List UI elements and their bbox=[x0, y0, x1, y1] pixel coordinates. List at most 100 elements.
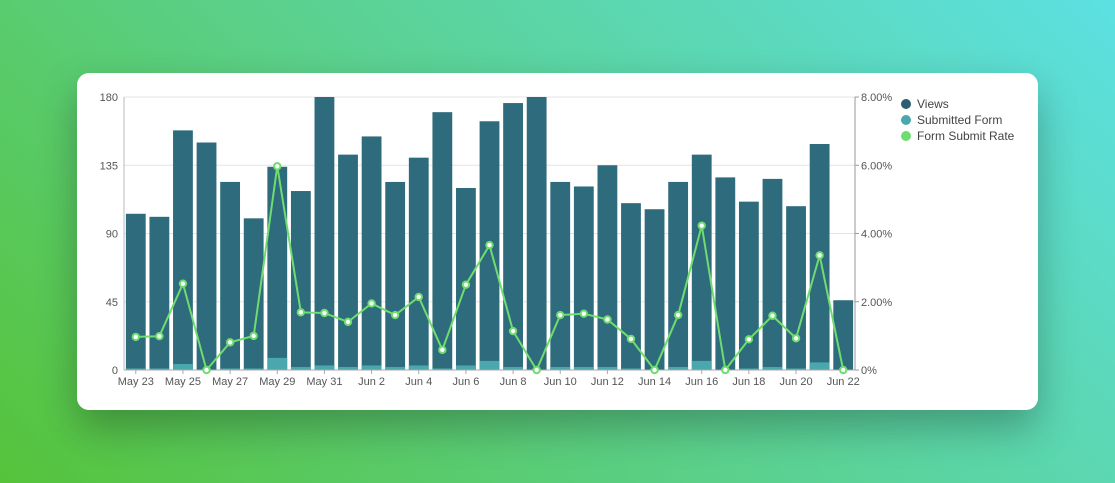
point-form-submit-rate bbox=[178, 279, 188, 288]
y-right-tick-label: 6.00% bbox=[861, 160, 892, 172]
point-form-submit-rate bbox=[202, 365, 211, 375]
bar-submitted-form bbox=[220, 368, 241, 370]
bar-views bbox=[314, 97, 335, 370]
x-tick-label: Jun 12 bbox=[591, 376, 624, 388]
bar-submitted-form bbox=[290, 366, 311, 370]
bar-submitted-form bbox=[503, 366, 523, 370]
bar-submitted-form bbox=[432, 368, 453, 370]
x-tick-label: Jun 20 bbox=[780, 376, 813, 388]
y-left-tick-label: 0 bbox=[112, 365, 118, 377]
bar-submitted-form bbox=[668, 366, 689, 370]
point-form-submit-rate bbox=[603, 315, 612, 324]
y-left-tick-label: 135 bbox=[100, 160, 118, 172]
x-tick-label: May 27 bbox=[212, 376, 248, 388]
x-tick-label: May 29 bbox=[259, 376, 295, 388]
point-form-submit-rate bbox=[273, 162, 282, 171]
point-form-submit-rate bbox=[414, 292, 423, 302]
x-tick-label: May 31 bbox=[306, 376, 342, 388]
bar-views bbox=[550, 181, 571, 370]
point-form-submit-rate bbox=[744, 335, 754, 344]
bar-views bbox=[786, 206, 806, 370]
legend: Views Submitted Form Form Submit Rate bbox=[901, 96, 1014, 144]
point-form-submit-rate bbox=[697, 221, 706, 230]
bar-views bbox=[715, 177, 736, 370]
bar-views bbox=[338, 154, 358, 370]
y-right-tick-label: 0% bbox=[861, 365, 877, 377]
x-tick-label: May 23 bbox=[118, 376, 154, 388]
bar-views bbox=[432, 112, 453, 370]
point-form-submit-rate bbox=[390, 310, 400, 320]
bar-views bbox=[220, 181, 241, 370]
bar-submitted-form bbox=[479, 360, 500, 370]
x-tick-label: Jun 8 bbox=[500, 376, 527, 388]
x-tick-label: Jun 16 bbox=[685, 376, 718, 388]
bar-submitted-form bbox=[338, 366, 358, 370]
bar-submitted-form bbox=[621, 368, 641, 370]
legend-swatch-views bbox=[901, 99, 911, 109]
bar-submitted-form bbox=[550, 366, 571, 370]
bar-views bbox=[597, 165, 618, 370]
bar-submitted-form bbox=[125, 368, 146, 370]
point-form-submit-rate bbox=[721, 365, 730, 375]
point-form-submit-rate bbox=[296, 308, 306, 317]
point-form-submit-rate bbox=[673, 310, 683, 320]
bar-submitted-form bbox=[738, 368, 759, 370]
bar-submitted-form bbox=[573, 366, 594, 370]
bar-views bbox=[738, 201, 759, 370]
bar-submitted-form bbox=[456, 365, 476, 370]
point-form-submit-rate bbox=[626, 334, 636, 344]
legend-label-views: Views bbox=[917, 97, 949, 111]
bar-views bbox=[644, 209, 665, 370]
point-form-submit-rate bbox=[791, 334, 801, 343]
bar-views bbox=[762, 178, 783, 370]
point-form-submit-rate bbox=[556, 310, 565, 320]
point-form-submit-rate bbox=[839, 365, 848, 375]
point-form-submit-rate bbox=[155, 332, 164, 341]
bar-submitted-form bbox=[786, 368, 806, 370]
x-tick-label: Jun 18 bbox=[732, 376, 765, 388]
bar-submitted-form bbox=[385, 366, 406, 370]
y-right-tick-label: 8.00% bbox=[861, 92, 892, 104]
legend-item-form-submit-rate[interactable]: Form Submit Rate bbox=[901, 128, 1014, 144]
bar-submitted-form bbox=[408, 365, 429, 370]
point-form-submit-rate bbox=[768, 311, 777, 320]
bar-views bbox=[408, 157, 429, 370]
bar-views bbox=[573, 186, 594, 370]
bar-views bbox=[267, 166, 288, 370]
legend-item-views[interactable]: Views bbox=[901, 96, 1014, 112]
legend-label-form-submit-rate: Form Submit Rate bbox=[917, 129, 1015, 143]
bar-submitted-form bbox=[809, 362, 830, 370]
point-form-submit-rate bbox=[815, 251, 824, 260]
bar-submitted-form bbox=[149, 368, 170, 370]
x-tick-label: Jun 14 bbox=[638, 376, 671, 388]
bar-views bbox=[668, 181, 689, 370]
point-form-submit-rate bbox=[225, 338, 235, 347]
bar-views bbox=[290, 191, 311, 370]
bar-views bbox=[243, 218, 264, 370]
bar-views bbox=[456, 188, 476, 370]
bar-views bbox=[196, 142, 217, 370]
legend-item-submitted-form[interactable]: Submitted Form bbox=[901, 112, 1014, 128]
y-left-tick-label: 90 bbox=[106, 229, 118, 241]
point-form-submit-rate bbox=[485, 240, 494, 250]
bar-views bbox=[503, 103, 523, 371]
point-form-submit-rate bbox=[249, 331, 258, 341]
bar-submitted-form bbox=[762, 366, 783, 370]
point-form-submit-rate bbox=[131, 332, 140, 342]
bar-views bbox=[149, 216, 170, 370]
bar-views bbox=[173, 130, 193, 370]
x-tick-label: Jun 6 bbox=[452, 376, 479, 388]
bar-submitted-form bbox=[361, 365, 382, 370]
combo-chart: 0 0% 45 2.00% 90 4.00% 135 6.00% 180 8.00% May 23 M… bbox=[100, 92, 893, 388]
point-form-submit-rate bbox=[461, 280, 471, 289]
bar-views bbox=[526, 97, 547, 370]
bar-views bbox=[125, 213, 146, 370]
bar-submitted-form bbox=[173, 363, 193, 370]
bar-submitted-form bbox=[597, 366, 618, 370]
point-form-submit-rate bbox=[650, 365, 659, 375]
x-tick-label: Jun 10 bbox=[544, 376, 577, 388]
y-right-tick-label: 2.00% bbox=[861, 297, 892, 309]
bar-views bbox=[691, 154, 712, 370]
x-tick-label: Jun 2 bbox=[358, 376, 385, 388]
point-form-submit-rate bbox=[320, 308, 329, 318]
